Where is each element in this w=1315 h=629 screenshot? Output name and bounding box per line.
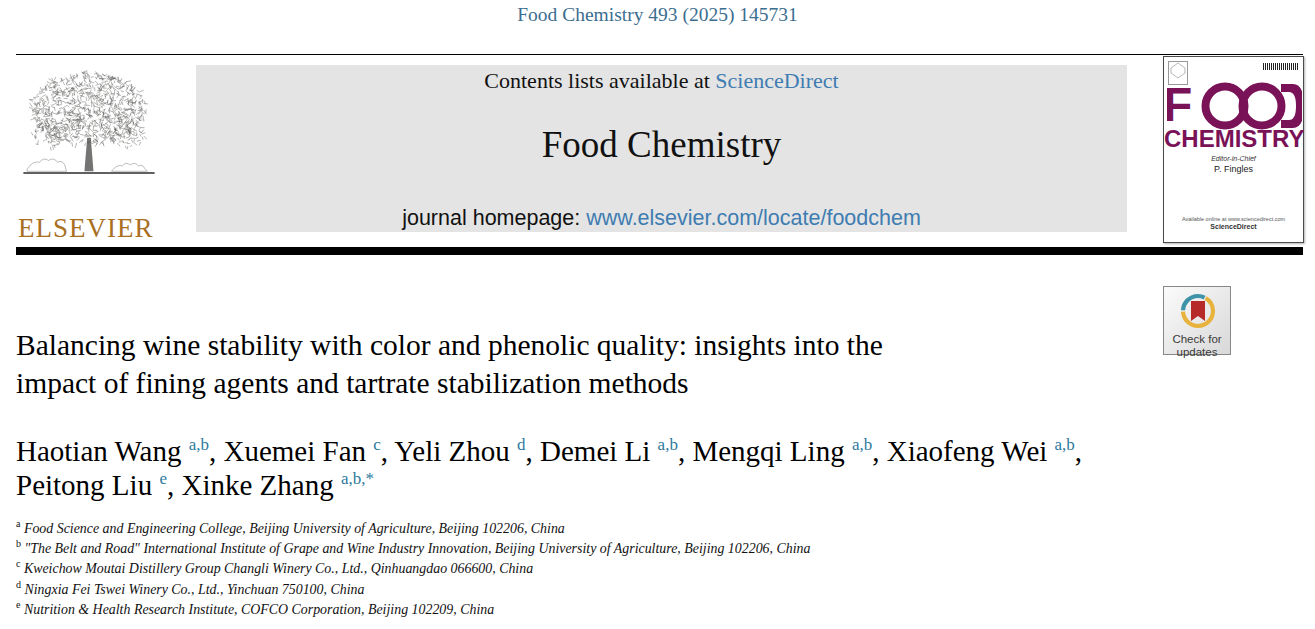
svg-text:F: F [1167,79,1192,131]
